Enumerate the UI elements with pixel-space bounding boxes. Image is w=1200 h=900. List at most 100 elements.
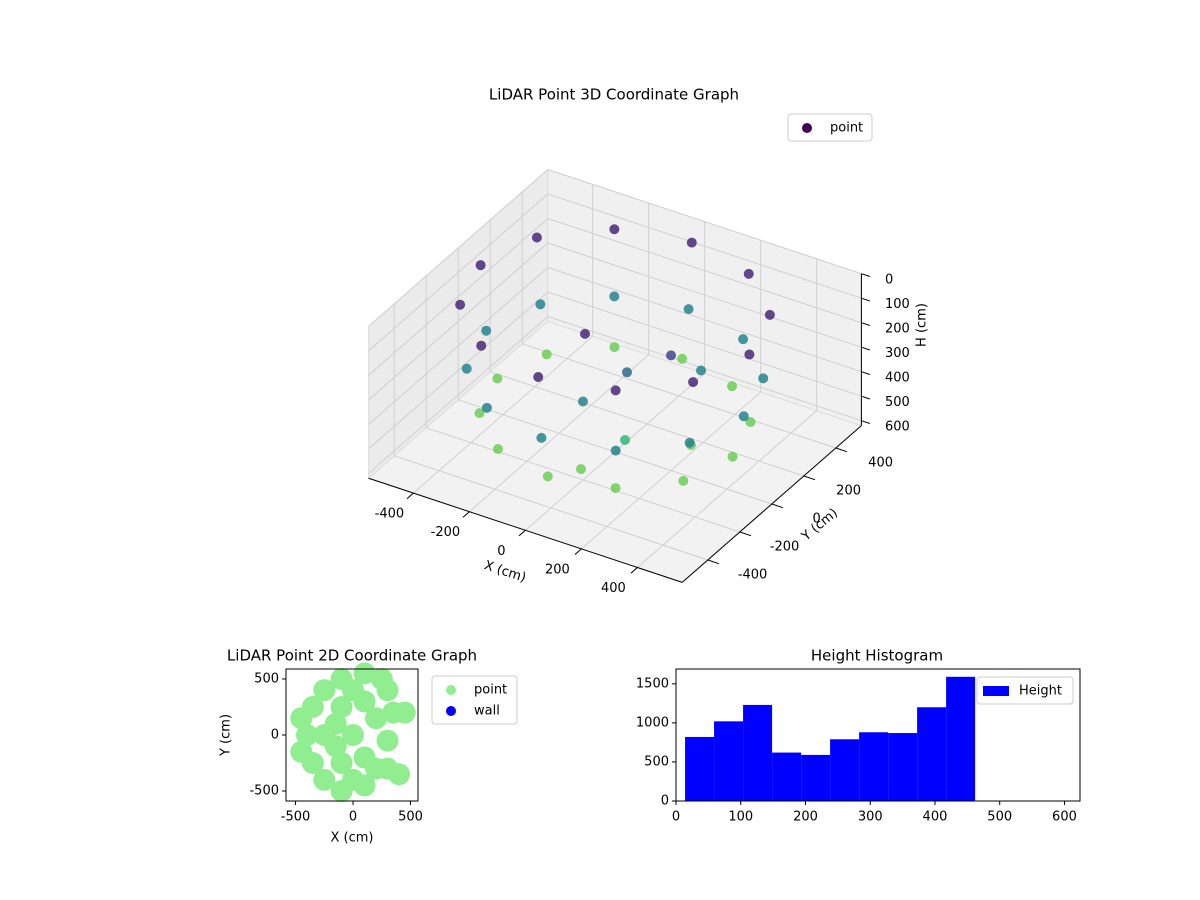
y-axis-label: Y (cm) — [219, 714, 234, 757]
point — [688, 377, 699, 388]
z-tick-label: 0 — [885, 273, 893, 288]
z-tick-label: 200 — [885, 322, 910, 337]
point — [376, 679, 399, 702]
x-tick-label: -500 — [281, 810, 311, 825]
grid-line — [547, 218, 862, 324]
legend-box — [976, 676, 1074, 705]
point — [738, 411, 749, 422]
point — [393, 701, 416, 724]
point — [745, 417, 756, 428]
grid-line — [394, 455, 708, 561]
grid-line — [547, 267, 862, 373]
grid-line — [522, 343, 836, 449]
tick-mark — [630, 567, 638, 574]
bar — [714, 721, 744, 801]
bar — [685, 736, 715, 801]
grid-line — [368, 169, 549, 327]
point — [474, 408, 485, 419]
bar — [888, 733, 918, 801]
point — [324, 712, 347, 735]
point — [330, 695, 353, 718]
point — [727, 451, 738, 462]
x-tick-label: 500 — [398, 810, 423, 825]
legend-box — [787, 113, 873, 142]
axes-frame — [675, 668, 1081, 802]
tick-mark — [803, 475, 816, 481]
tick-mark — [835, 447, 848, 453]
point — [620, 434, 630, 445]
y-tick-label: 500 — [254, 671, 279, 686]
point — [743, 268, 754, 279]
x-tick-label: -400 — [375, 507, 405, 522]
z-tick-label: 100 — [885, 297, 910, 312]
y-axis-line — [681, 425, 862, 583]
x-tick-label: 200 — [545, 562, 570, 577]
z-tick-label: 400 — [885, 371, 910, 386]
grid-line — [368, 242, 549, 401]
grid-line — [368, 291, 549, 450]
grid-line — [368, 218, 549, 376]
point — [492, 373, 503, 384]
x-tick-label: 100 — [728, 810, 753, 825]
tick-mark — [861, 420, 870, 424]
legend-swatch — [983, 686, 1009, 696]
point — [342, 679, 365, 702]
point — [342, 768, 365, 791]
y-tick-label: 0 — [812, 511, 820, 526]
grid-line — [368, 267, 549, 425]
x-tick-label: 400 — [601, 581, 626, 596]
z-tick-label: 600 — [885, 420, 910, 435]
bar — [946, 676, 976, 801]
point — [758, 373, 769, 384]
bar — [801, 754, 831, 801]
bar — [830, 739, 860, 801]
point — [609, 224, 620, 235]
tick-mark — [861, 346, 870, 351]
point — [610, 445, 621, 456]
grid-line — [547, 193, 862, 299]
legend-label: wall — [474, 704, 500, 719]
point — [578, 396, 588, 407]
point — [609, 291, 620, 302]
tick-mark — [739, 531, 752, 537]
tick-mark — [861, 297, 870, 302]
x-tick-label: 0 — [672, 810, 680, 825]
z-tick-label: 300 — [885, 346, 910, 361]
z-axis-label: H (cm) — [915, 303, 930, 347]
x-tick-label: -200 — [431, 525, 461, 540]
tick-mark — [574, 548, 582, 555]
grid-line — [368, 193, 549, 352]
y-tick-label: 1000 — [636, 715, 669, 730]
point — [533, 372, 544, 382]
point — [376, 729, 399, 752]
point — [744, 349, 755, 360]
point — [353, 662, 376, 685]
bar — [743, 704, 773, 801]
grid-line — [368, 316, 549, 474]
tick-mark — [861, 395, 870, 400]
point — [531, 232, 542, 243]
legend-label: point — [474, 683, 507, 698]
bar — [859, 732, 889, 801]
point — [580, 328, 590, 339]
chart-title: Height Histogram — [811, 647, 943, 665]
point — [313, 679, 336, 702]
x-tick-label: 0 — [497, 544, 505, 559]
point — [324, 735, 347, 758]
point — [576, 464, 586, 475]
point — [313, 768, 336, 791]
point — [764, 309, 775, 320]
chart-title: LiDAR Point 2D Coordinate Graph — [227, 647, 477, 665]
tick-mark — [518, 529, 526, 537]
point — [388, 763, 411, 786]
grid-line — [547, 169, 862, 275]
point — [536, 432, 547, 443]
x-tick-label: 0 — [349, 810, 357, 825]
point — [535, 299, 546, 310]
point — [684, 437, 695, 448]
tick-mark — [462, 511, 470, 518]
x-tick-label: 600 — [1052, 810, 1077, 825]
point — [330, 752, 353, 775]
point — [738, 334, 749, 345]
